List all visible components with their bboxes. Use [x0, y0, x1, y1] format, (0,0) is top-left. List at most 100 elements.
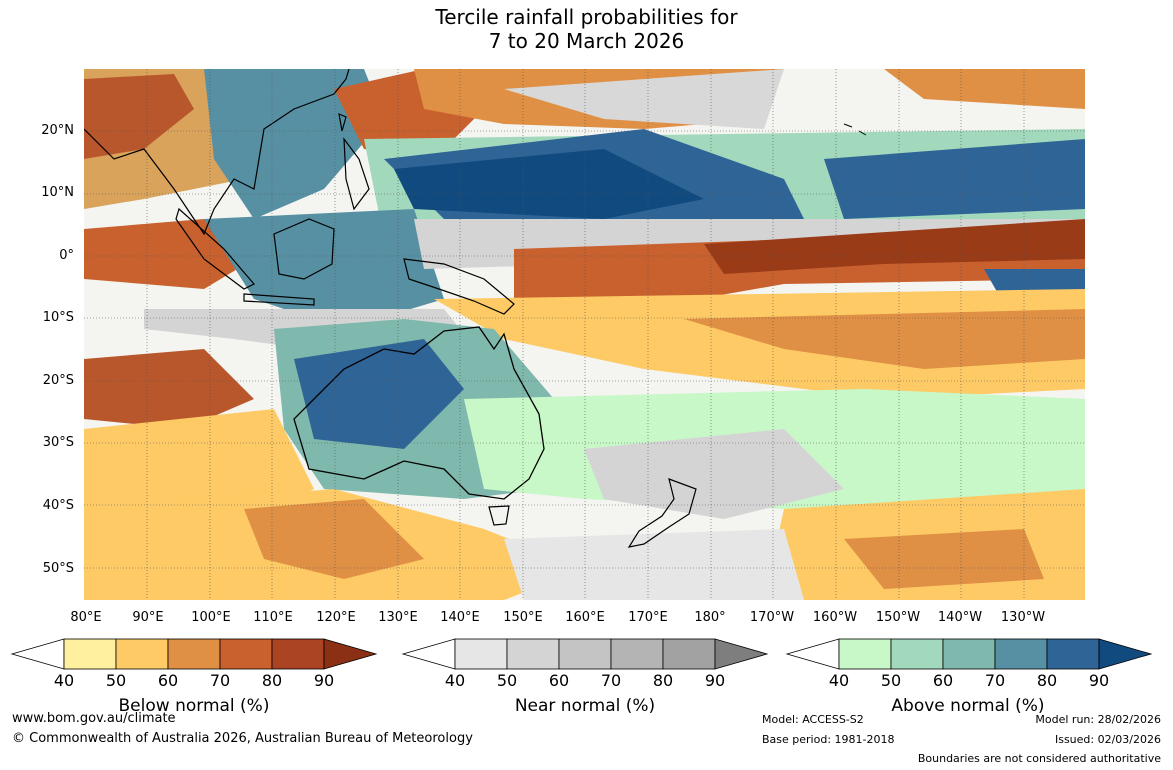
region-north-east-below	[884, 69, 1085, 109]
borneo-coastline	[273, 218, 335, 280]
colorbar-below-high-triangle	[323, 638, 378, 670]
philippines-coastline	[343, 137, 370, 211]
region-south-east-below-mid	[844, 529, 1044, 589]
graticule	[84, 69, 1085, 600]
colorbar-above-low-triangle	[785, 638, 840, 670]
region-central-pacific-above	[824, 139, 1085, 219]
colorbar-near-high-triangle	[714, 638, 769, 670]
colorbar-near-seg-3	[558, 638, 612, 670]
new-guinea-coastline	[403, 258, 515, 315]
colorbar-above-seg-4	[994, 638, 1048, 670]
colorbar-above-high-triangle	[1098, 638, 1153, 670]
near-normal-label: Near normal (%)	[514, 696, 656, 716]
lon-label-160w: 160°W	[812, 610, 858, 625]
below-tick-50: 50	[105, 671, 127, 690]
near-tick-50: 50	[496, 671, 518, 690]
sumatra-java-coastline	[175, 207, 315, 306]
colorbar-near-seg-2	[506, 638, 560, 670]
colorbar-below-seg-2	[115, 638, 169, 670]
below-normal-label: Below normal (%)	[118, 696, 270, 716]
colorbar-below-low-triangle	[10, 638, 65, 670]
near-tick-90: 90	[704, 671, 726, 690]
colorbar-below-normal	[10, 638, 378, 670]
lon-label-150e: 150°E	[503, 610, 543, 625]
map-title: Tercile rainfall probabilities for 7 to …	[0, 5, 1173, 53]
bom-url: www.bom.gov.au/climate	[12, 711, 176, 726]
near-tick-60: 60	[548, 671, 570, 690]
colorbar-below-seg-1	[63, 638, 117, 670]
colorbar-above-seg-2	[890, 638, 944, 670]
region-north-pacific-above-strong	[394, 149, 704, 219]
below-tick-70: 70	[209, 671, 231, 690]
region-equatorial-indian-below	[84, 219, 254, 289]
region-south-china-above	[204, 69, 384, 219]
asia-coastline	[84, 69, 350, 236]
colorbar-near-low-triangle	[401, 638, 456, 670]
model-run: Model run: 28/02/2026	[1035, 713, 1161, 726]
colorbar-below-seg-5	[271, 638, 325, 670]
lon-label-150w: 150°W	[875, 610, 921, 625]
lon-label-90e: 90°E	[132, 610, 164, 625]
below-tick-90: 90	[313, 671, 335, 690]
tasmania-coastline	[488, 505, 510, 526]
lat-label-0: 0°	[59, 248, 74, 263]
colorbar-above-seg-1	[838, 638, 892, 670]
lat-label-10s: 10°S	[42, 310, 74, 325]
issued-date: Issued: 02/03/2026	[1054, 733, 1161, 746]
lon-label-130w: 130°W	[1000, 610, 1046, 625]
lon-label-170e: 170°E	[628, 610, 668, 625]
above-tick-40: 40	[828, 671, 850, 690]
below-tick-80: 80	[261, 671, 283, 690]
hawaii-islands	[843, 123, 867, 136]
boundaries-disclaimer: Boundaries are not considered authoritat…	[917, 752, 1161, 765]
lat-label-10n: 10°N	[41, 185, 74, 200]
copyright: © Commonwealth of Australia 2026, Austra…	[12, 731, 473, 746]
above-tick-50: 50	[880, 671, 902, 690]
base-period: Base period: 1981-2018	[762, 733, 895, 746]
colorbar-near-normal	[401, 638, 769, 670]
region-southern-ocean-below-mid	[244, 499, 424, 579]
colorbar-above-normal	[785, 638, 1153, 670]
lon-label-100e: 100°E	[191, 610, 231, 625]
lon-label-160e: 160°E	[565, 610, 605, 625]
region-south-near-2	[504, 529, 804, 600]
rainfall-probability-map	[84, 69, 1085, 600]
lon-label-110e: 110°E	[253, 610, 293, 625]
title-line-1: Tercile rainfall probabilities for	[435, 5, 738, 29]
lon-label-140e: 140°E	[440, 610, 480, 625]
title-line-2: 7 to 20 March 2026	[488, 29, 685, 53]
lat-label-30s: 30°S	[42, 435, 74, 450]
above-tick-60: 60	[932, 671, 954, 690]
colorbar-above-seg-5	[1046, 638, 1100, 670]
near-tick-70: 70	[600, 671, 622, 690]
colorbar-above-seg-3	[942, 638, 996, 670]
below-tick-40: 40	[53, 671, 75, 690]
colorbar-near-seg-1	[454, 638, 508, 670]
colorbar-below-seg-3	[167, 638, 221, 670]
lon-label-140w: 140°W	[937, 610, 983, 625]
new-zealand-coastline	[627, 478, 697, 548]
below-tick-60: 60	[157, 671, 179, 690]
region-maritime-continent-above	[204, 209, 444, 329]
model-info: Model: ACCESS-S2	[762, 713, 864, 726]
region-south-gray	[584, 429, 844, 519]
near-tick-80: 80	[652, 671, 674, 690]
above-tick-90: 90	[1088, 671, 1110, 690]
lon-label-80e: 80°E	[70, 610, 102, 625]
above-tick-80: 80	[1036, 671, 1058, 690]
region-north-pacific-near	[504, 69, 784, 129]
australia-coastline	[293, 326, 545, 500]
above-normal-label: Above normal (%)	[891, 696, 1045, 716]
colorbar-near-seg-4	[610, 638, 664, 670]
colorbar-below-seg-4	[219, 638, 273, 670]
colorbar-near-seg-5	[662, 638, 716, 670]
lon-label-120e: 120°E	[316, 610, 356, 625]
lat-label-50s: 50°S	[42, 561, 74, 576]
region-western-australia-above-strong	[294, 339, 464, 449]
lat-label-20n: 20°N	[41, 123, 74, 138]
region-north-west-below-strong	[84, 74, 194, 159]
region-south-pacific-below-mid	[684, 309, 1085, 369]
above-tick-70: 70	[984, 671, 1006, 690]
region-equatorial-pacific-below-strong	[704, 219, 1085, 274]
taiwan-coastline	[338, 113, 347, 132]
